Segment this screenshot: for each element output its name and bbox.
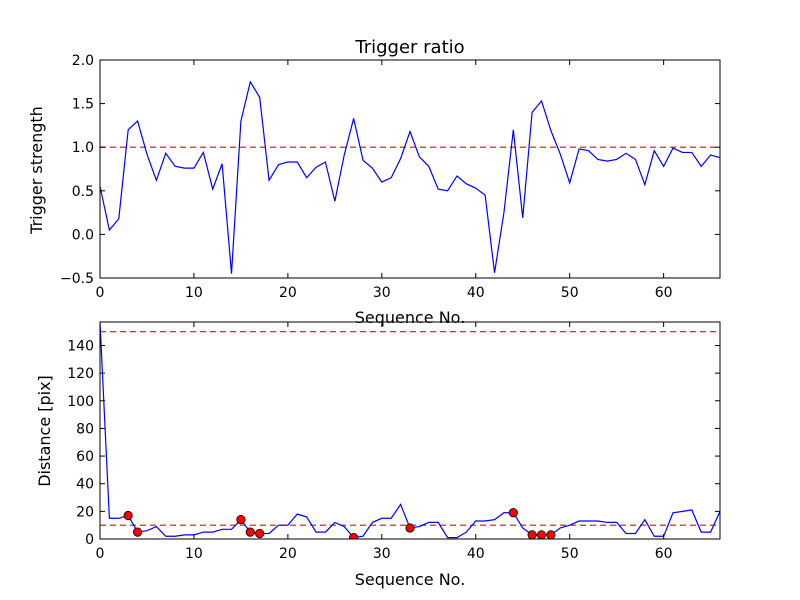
x-tick-label: 10 bbox=[185, 285, 203, 301]
y-tick-label: 100 bbox=[67, 394, 94, 410]
data-point-marker bbox=[536, 530, 547, 539]
x-tick-label: 0 bbox=[96, 546, 105, 562]
y-tick-label: 0.0 bbox=[72, 227, 94, 243]
data-point-marker bbox=[236, 515, 246, 525]
x-tick-label: 60 bbox=[655, 546, 673, 562]
y-tick-label: 80 bbox=[76, 421, 94, 437]
x-tick-label: 20 bbox=[279, 285, 297, 301]
y-tick-label: 0.5 bbox=[72, 184, 94, 200]
data-point-marker bbox=[527, 530, 537, 539]
x-tick-label: 60 bbox=[655, 285, 673, 301]
y-tick-label: −0.5 bbox=[60, 271, 94, 287]
data-point-marker bbox=[508, 508, 518, 518]
data-point-marker bbox=[546, 530, 556, 539]
data-point-marker bbox=[349, 533, 359, 539]
y-tick-label: 140 bbox=[67, 338, 94, 354]
data-point-marker bbox=[132, 527, 143, 537]
x-axis-label: Sequence No. bbox=[355, 308, 466, 327]
chart-title: Trigger ratio bbox=[354, 37, 464, 58]
plot-area: 0 10 20 30 40 50 60 0 20 40 60 80 100 120 140 bbox=[67, 321, 721, 562]
x-axis-label: Sequence No. bbox=[355, 570, 466, 589]
x-tick-label: 20 bbox=[279, 546, 297, 562]
x-tick-label: 30 bbox=[373, 285, 391, 301]
y-axis-label: Trigger strength bbox=[27, 106, 46, 235]
y-tick-label: 120 bbox=[67, 366, 94, 382]
data-point-marker bbox=[255, 528, 265, 539]
series-line bbox=[100, 80, 720, 274]
x-tick-label: 30 bbox=[373, 546, 391, 562]
x-tick-label: 40 bbox=[467, 285, 485, 301]
y-tick-label: 2.0 bbox=[72, 53, 94, 69]
x-tick-label: 0 bbox=[96, 285, 105, 301]
y-tick-label: 1.5 bbox=[72, 97, 94, 113]
y-axis-label: Distance [pix] bbox=[35, 375, 54, 487]
axes-frame bbox=[99, 59, 721, 279]
distance-chart: 0 10 20 30 40 50 60 0 20 40 60 80 100 120 140 Sequence… bbox=[35, 321, 721, 589]
y-tick-label: 1.0 bbox=[72, 140, 94, 156]
x-tick-label: 10 bbox=[185, 546, 203, 562]
x-tick-label: 50 bbox=[561, 546, 579, 562]
x-tick-label: 40 bbox=[467, 546, 485, 562]
plot-area: 0 10 20 30 40 50 60 −0.5 0.0 0.5 1.0 1.5 2.0 bbox=[60, 53, 721, 301]
data-point-marker bbox=[123, 510, 133, 521]
plot-marks bbox=[100, 80, 720, 274]
data-point-marker bbox=[245, 527, 255, 537]
y-tick-label: 60 bbox=[76, 449, 94, 465]
y-tick-label: 0 bbox=[85, 532, 94, 548]
data-point-marker bbox=[405, 523, 415, 533]
axes-frame bbox=[99, 321, 721, 540]
plot-marks bbox=[100, 322, 720, 539]
y-tick-label: 20 bbox=[76, 504, 94, 520]
y-tick-label: 40 bbox=[76, 477, 94, 493]
x-tick-label: 50 bbox=[561, 285, 579, 301]
